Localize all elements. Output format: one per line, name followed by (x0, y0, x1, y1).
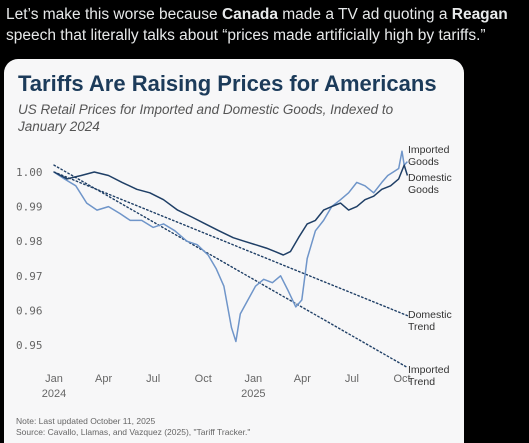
chart-subtitle: US Retail Prices for Imported and Domest… (18, 102, 394, 134)
series-label: Goods (408, 184, 439, 196)
post-text-bold-reagan: Reagan (451, 6, 508, 23)
y-tick-label: 0.99 (16, 201, 43, 214)
x-tick-label: Apr (294, 373, 311, 385)
chart-title: Tariffs Are Raising Prices for Americans (18, 71, 437, 96)
post-text-bold-canada: Canada (221, 6, 278, 23)
post-text-part: speech that literally talks about “price… (6, 27, 486, 44)
series-label: Domestic (408, 309, 452, 321)
series-label: Trend (408, 321, 435, 333)
x-tick-label: Jul (146, 373, 160, 385)
x-tick-label: Jan (244, 373, 262, 385)
post-text-part: Let’s make this worse because (6, 6, 222, 23)
series-label: Domestic (408, 172, 452, 184)
series-line-domestic-goods (53, 164, 409, 256)
y-tick-label: 0.96 (16, 304, 43, 317)
series-line-imported-goods (53, 150, 408, 343)
series-label: Imported (408, 144, 450, 156)
series-label: Goods (408, 156, 439, 168)
series-label: Trend (408, 376, 435, 388)
chart-source: Source: Cavallo, Llamas, and Vazquez (20… (16, 427, 251, 437)
series-line-imported-trend (53, 164, 409, 369)
post-text: Let’s make this worse because Canada mad… (6, 4, 526, 46)
x-tick-year-label: 2025 (241, 388, 265, 400)
line-chart: 1.00 0.99 0.98 0.97 0.96 0.95 Jan 2024 Apr Jul Oct… (16, 144, 452, 400)
post-text-part: made a TV ad quoting a (277, 6, 452, 23)
y-tick-label: 1.00 (16, 166, 43, 179)
x-tick-label: Oct (393, 373, 410, 385)
x-tick-label: Jul (345, 373, 359, 385)
y-tick-label: 0.97 (16, 270, 43, 283)
series-line-domestic-trend (53, 171, 409, 317)
x-tick-label: Oct (195, 373, 212, 385)
x-tick-year-label: 2024 (42, 388, 66, 400)
chart-note: Note: Last updated October 11, 2025 (16, 416, 156, 426)
y-tick-label: 0.98 (16, 235, 43, 248)
series-label: Imported (408, 364, 450, 376)
x-tick-label: Jan (45, 373, 63, 385)
y-tick-label: 0.95 (16, 339, 43, 352)
x-tick-label: Apr (95, 373, 112, 385)
chart-card[interactable]: Tariffs Are Raising Prices for Americans… (4, 59, 464, 443)
